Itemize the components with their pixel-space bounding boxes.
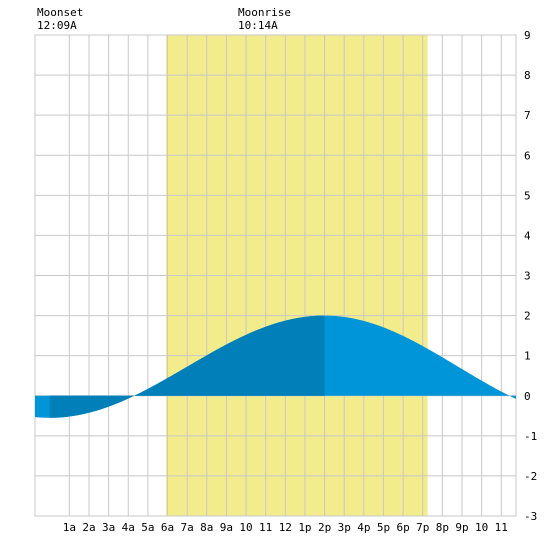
x-tick-label: 5p	[377, 521, 390, 534]
y-tick-label: 1	[524, 350, 531, 363]
y-tick-label: 8	[524, 69, 531, 82]
x-tick-label: 5a	[141, 521, 154, 534]
x-tick-label: 1a	[63, 521, 76, 534]
y-tick-label: 9	[524, 29, 531, 42]
x-tick-label: 2a	[82, 521, 95, 534]
moonrise-time: 10:14A	[238, 19, 278, 32]
y-tick-label: 3	[524, 270, 531, 283]
x-tick-label: 7a	[181, 521, 194, 534]
y-tick-label: -2	[524, 470, 537, 483]
grid-lines	[34, 34, 517, 517]
x-tick-label: 10	[475, 521, 488, 534]
moonrise-label: Moonrise	[238, 6, 291, 19]
x-tick-label: 4a	[122, 521, 135, 534]
x-tick-label: 8a	[200, 521, 213, 534]
x-tick-label: 4p	[357, 521, 370, 534]
x-tick-label: 1p	[298, 521, 311, 534]
y-axis-ticks: -3 -2 -1 0 1 2 3 4 5 6 7 8 9	[524, 29, 537, 523]
tide-area-highlight	[49, 315, 325, 418]
moonset-label: Moonset	[37, 6, 83, 19]
x-tick-label: 3a	[102, 521, 115, 534]
y-tick-label: -3	[524, 510, 537, 523]
x-tick-label: 11	[495, 521, 508, 534]
x-tick-label: 6a	[161, 521, 174, 534]
x-tick-label: 10	[239, 521, 252, 534]
y-tick-label: 7	[524, 109, 531, 122]
x-tick-label: 6p	[396, 521, 409, 534]
x-tick-label: 12	[279, 521, 292, 534]
x-axis-ticks: 1a 2a 3a 4a 5a 6a 7a 8a 9a 10 11 12 1p 2p 3p 4p 5p 6p 7p 8p…	[63, 521, 508, 534]
y-tick-label: -1	[524, 430, 537, 443]
x-tick-label: 9a	[220, 521, 233, 534]
y-tick-label: 6	[524, 149, 531, 162]
y-tick-label: 0	[524, 390, 531, 403]
x-tick-label: 8p	[436, 521, 449, 534]
moonset-time: 12:09A	[37, 19, 77, 32]
x-tick-label: 11	[259, 521, 272, 534]
y-tick-label: 4	[524, 229, 531, 242]
x-tick-label: 3p	[338, 521, 351, 534]
x-tick-label: 2p	[318, 521, 331, 534]
x-tick-label: 7p	[416, 521, 429, 534]
y-tick-label: 5	[524, 189, 531, 202]
x-tick-label: 9p	[455, 521, 468, 534]
y-tick-label: 2	[524, 310, 531, 323]
plot-frame	[34, 34, 517, 517]
